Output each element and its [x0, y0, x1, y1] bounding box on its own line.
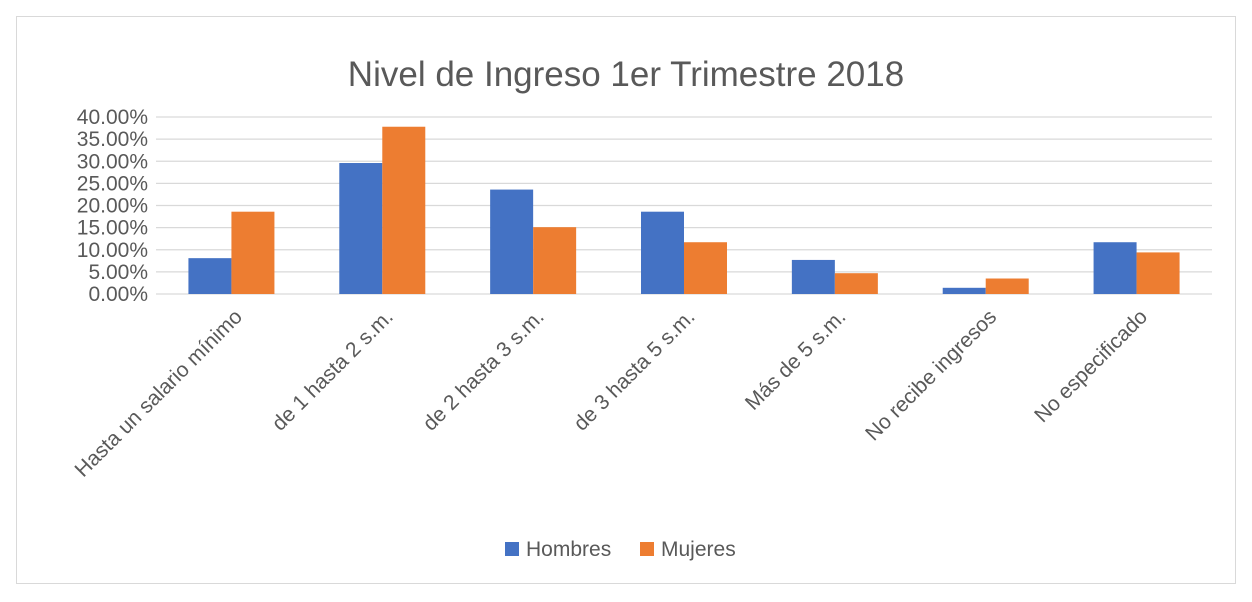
- bar-mujeres: [1136, 252, 1180, 294]
- bar-hombres: [942, 287, 986, 294]
- bar-hombres: [490, 189, 534, 294]
- bar-hombres: [188, 258, 232, 294]
- legend-swatch-hombres: [505, 542, 519, 556]
- y-tick-label: 25.00%: [77, 172, 148, 195]
- bar-mujeres: [533, 227, 577, 294]
- bar-hombres: [1093, 242, 1137, 294]
- y-tick-label: 15.00%: [77, 217, 148, 240]
- bar-mujeres: [684, 242, 727, 294]
- bar-mujeres: [231, 211, 275, 294]
- y-tick-label: 40.00%: [77, 106, 148, 129]
- x-tick-label: No especificado: [1030, 305, 1152, 427]
- x-tick-label: Más de 5 s.m.: [741, 305, 851, 415]
- y-tick-label: 10.00%: [77, 239, 148, 262]
- x-tick-label: Hasta un salario mínimo: [71, 305, 247, 481]
- y-tick-label: 5.00%: [88, 261, 148, 284]
- y-tick-label: 20.00%: [77, 195, 148, 218]
- bar-hombres: [641, 211, 684, 294]
- y-tick-label: 0.00%: [88, 283, 148, 306]
- x-tick-label: de 3 hasta 5 s.m.: [569, 305, 699, 435]
- legend-swatch-mujeres: [640, 542, 654, 556]
- x-tick-label: No recibe ingresos: [861, 305, 1001, 445]
- legend-label-hombres: Hombres: [526, 538, 611, 561]
- legend: Hombres Mujeres: [505, 538, 736, 561]
- gridlines: [156, 116, 1212, 295]
- y-tick-label: 30.00%: [77, 150, 148, 173]
- x-axis-ticks: Hasta un salario mínimo de 1 hasta 2 s.m.…: [71, 305, 1153, 481]
- y-axis-ticks: 0.00%5.00%10.00%15.00%20.00%25.00%30.00%…: [77, 106, 148, 306]
- bar-mujeres: [834, 273, 878, 294]
- y-tick-label: 35.00%: [77, 128, 148, 151]
- legend-label-mujeres: Mujeres: [661, 538, 736, 561]
- bar-hombres: [339, 163, 383, 294]
- x-tick-label: de 1 hasta 2 s.m.: [268, 305, 398, 435]
- chart-title: Nivel de Ingreso 1er Trimestre 2018: [348, 55, 904, 94]
- bar-mujeres: [382, 126, 426, 294]
- bar-mujeres: [985, 278, 1029, 294]
- bar-hombres: [791, 259, 835, 294]
- chart-frame: [16, 16, 1236, 584]
- bars: [188, 126, 1180, 294]
- x-tick-label: de 2 hasta 3 s.m.: [419, 305, 549, 435]
